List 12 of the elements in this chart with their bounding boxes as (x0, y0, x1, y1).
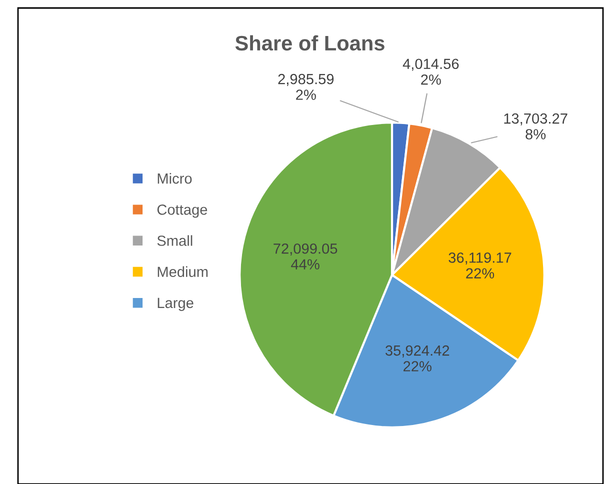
data-label: 35,924.42 22% (385, 345, 450, 372)
data-label: 4,014.56 2% (402, 58, 459, 85)
legend-label: Cottage (157, 204, 208, 218)
data-label: 2,985.59 2% (278, 74, 334, 100)
chart-title: Share of Loans (235, 35, 384, 51)
data-label: 36,119.17 22% (448, 252, 512, 278)
legend-label: Micro (158, 173, 192, 184)
legend-label: Large (158, 298, 194, 311)
data-label: 13,703.27 8% (504, 113, 568, 140)
legend-label: Small (157, 235, 192, 246)
legend-label: Medium (158, 266, 208, 278)
data-label: 72,099.05 44% (274, 243, 338, 270)
